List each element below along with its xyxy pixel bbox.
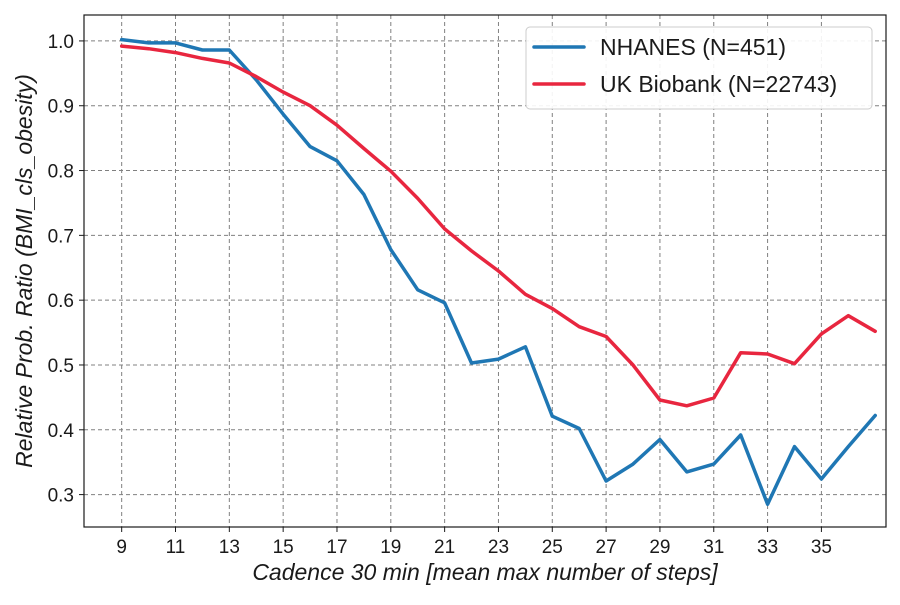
y-axis: 0.3 0.4 0.5 0.6 0.7 0.8 0.9 1.0 [48,32,84,507]
y-tick-label: 0.7 [48,226,74,247]
x-tick-label: 9 [116,537,127,558]
x-axis-title: Cadence 30 min [mean max number of steps… [252,559,718,585]
x-tick-label: 17 [326,537,347,558]
x-tick-label: 29 [649,537,670,558]
legend: NHANES (N=451) UK Biobank (N=22743) [525,26,873,110]
series-lines [119,37,877,507]
series-line-1 [119,37,877,507]
series-line-2 [119,44,877,408]
x-axis: 9 11 13 15 17 19 21 23 25 27 29 31 33 35 [116,527,832,558]
y-tick-label: 0.4 [48,421,75,442]
y-tick-label: 1.0 [48,32,74,53]
x-tick-label: 21 [434,537,455,558]
plot-frame [83,14,887,528]
y-tick-label: 0.9 [48,97,74,118]
x-tick-label: 35 [811,537,832,558]
x-tick-label: 33 [757,537,778,558]
x-tick-label: 13 [219,537,240,558]
x-tick-label: 31 [703,537,724,558]
x-tick-label: 25 [542,537,563,558]
x-tick-label: 11 [166,537,186,558]
y-tick-label: 0.3 [48,486,74,507]
legend-label-2: UK Biobank (N=22743) [600,71,837,97]
x-tick-label: 19 [380,537,401,558]
y-axis-title: Relative Prob. Ratio (BMI_cls_obesity) [11,74,37,468]
x-tick-label: 15 [273,537,294,558]
y-tick-label: 0.6 [48,291,74,312]
x-tick-label: 27 [596,537,617,558]
x-tick-label: 23 [488,537,509,558]
y-tick-label: 0.8 [48,162,74,183]
y-tick-label: 0.5 [48,356,74,377]
legend-label-1: NHANES (N=451) [600,34,786,60]
legend-box [525,26,873,110]
